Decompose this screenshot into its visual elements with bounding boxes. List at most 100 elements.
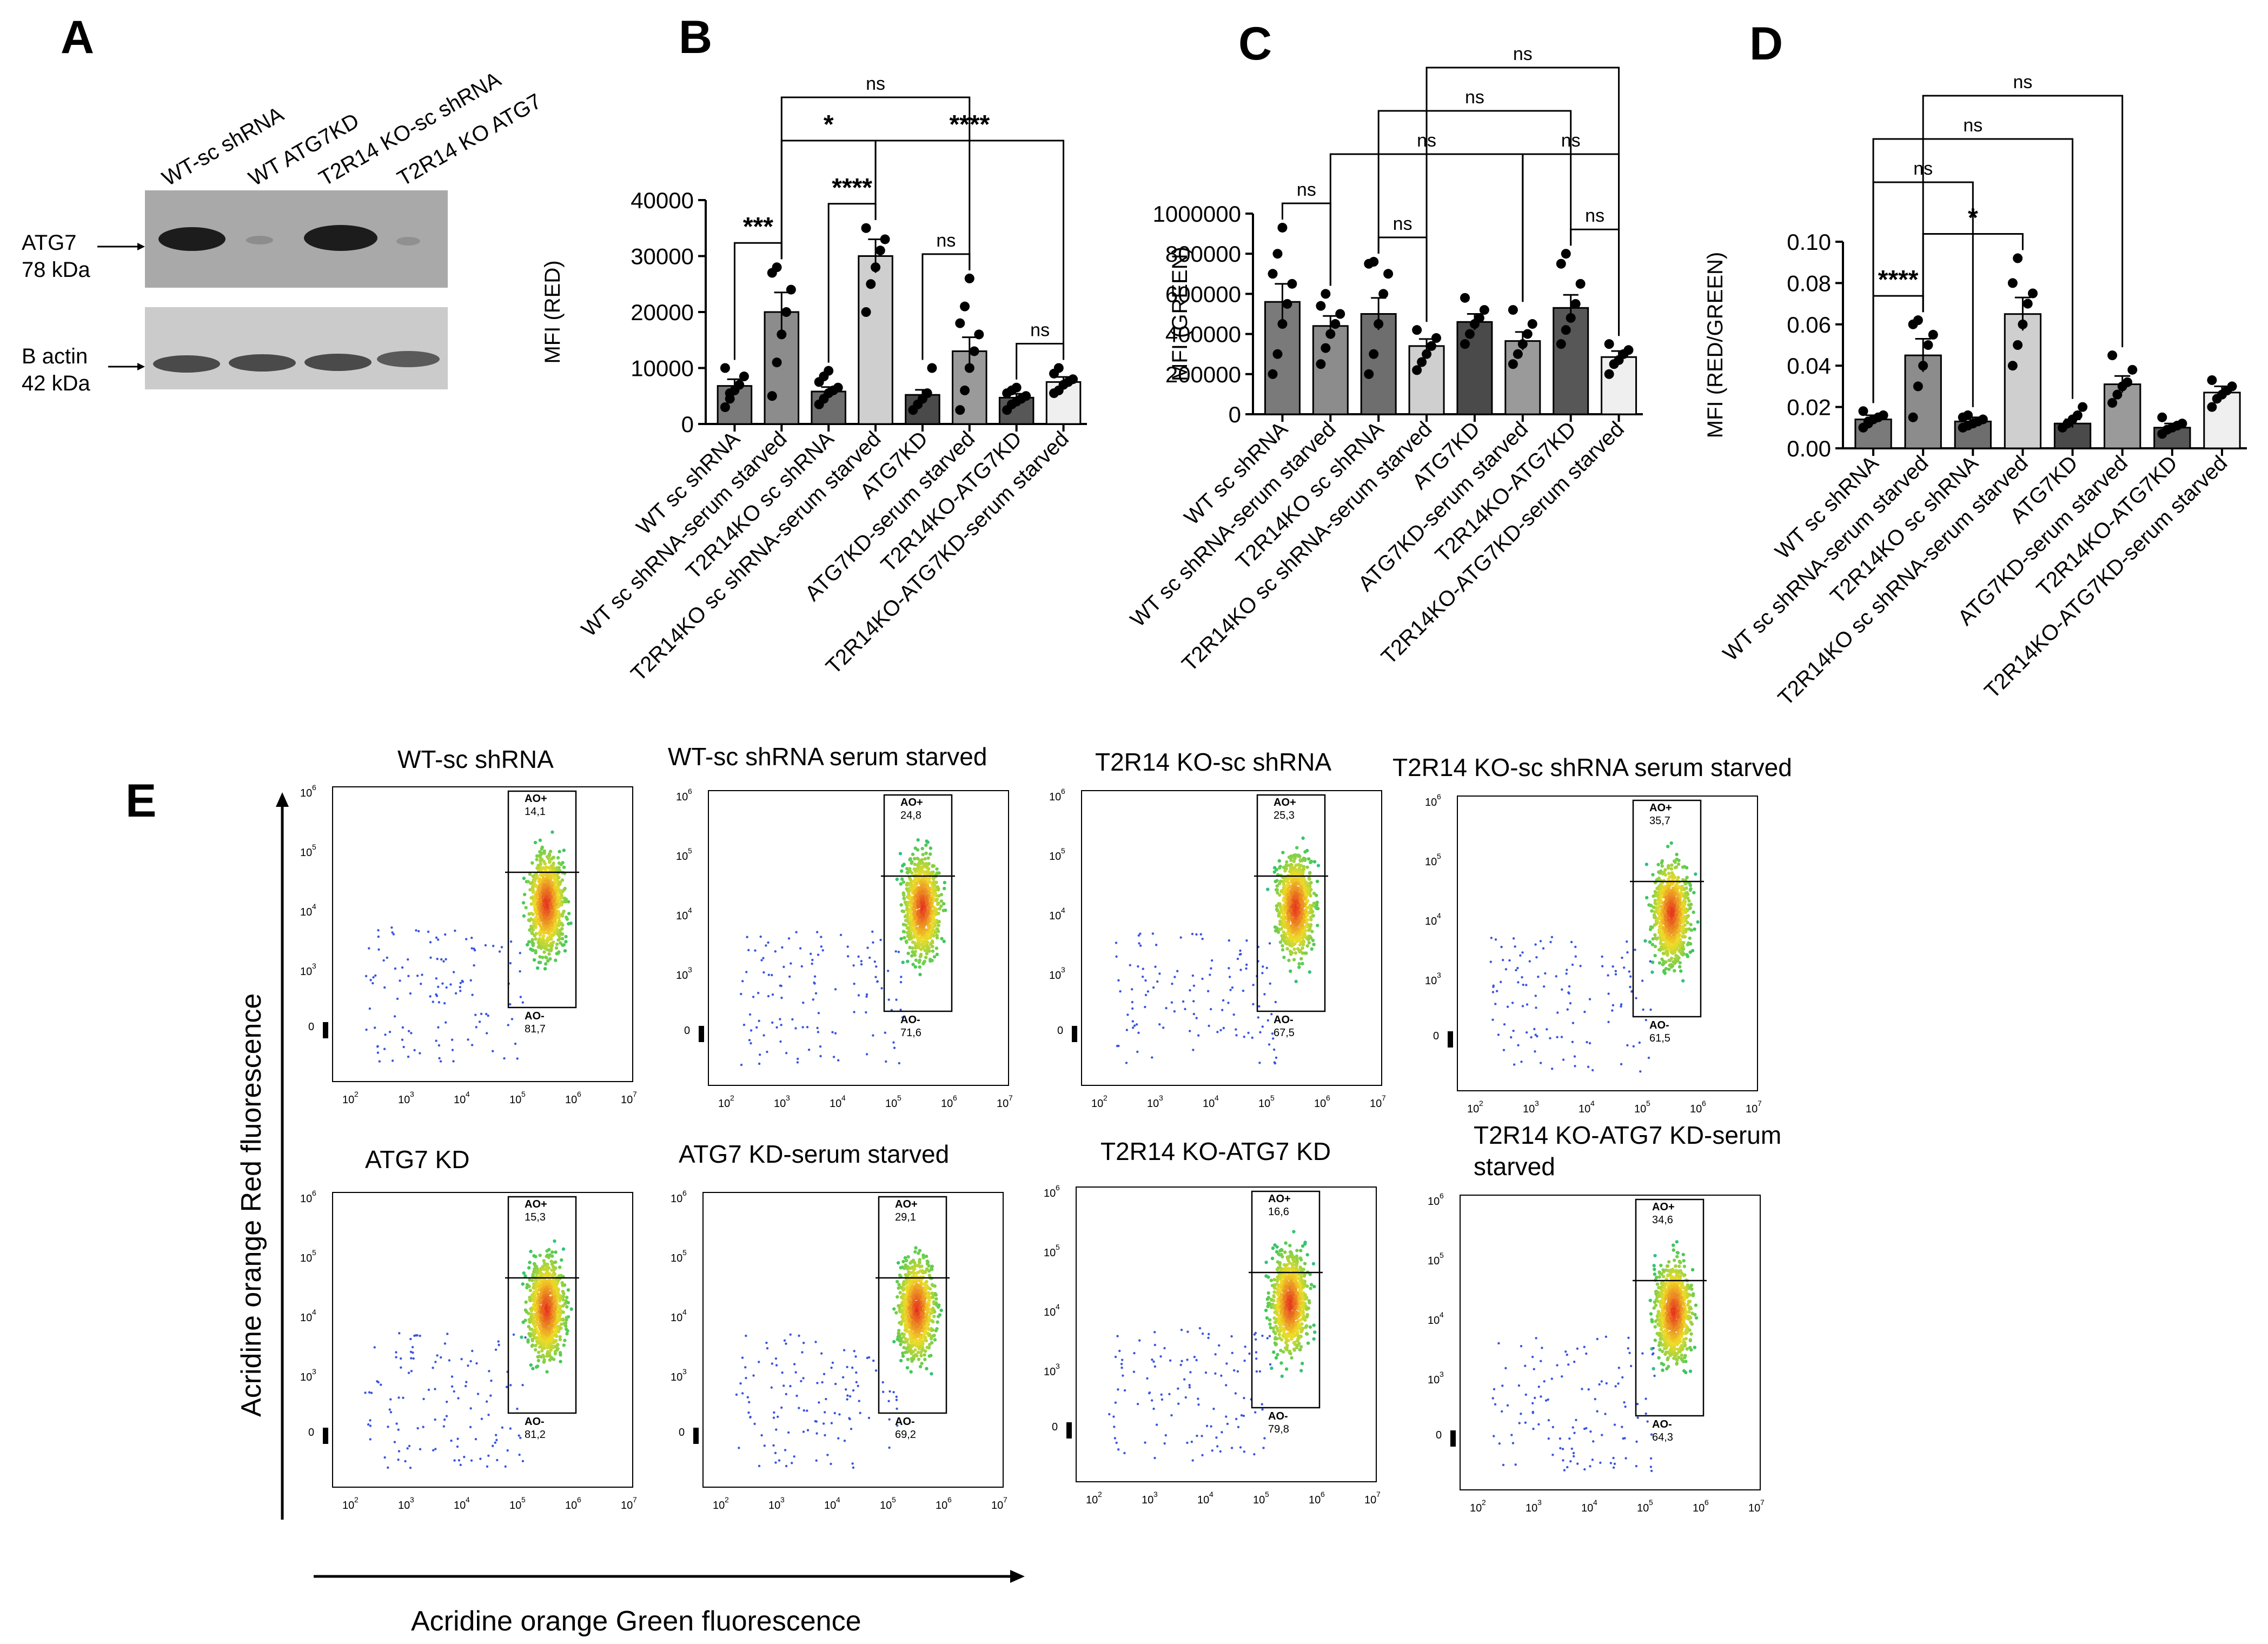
flow-event-dot [467,1038,469,1041]
flow-event-dot [1228,976,1231,978]
flow-event-dot [1138,942,1140,945]
flow-y-tick-label: 10 [300,906,312,918]
flow-event-dot [393,1015,396,1018]
flow-event-dot [1566,1008,1569,1011]
data-point [1268,369,1278,379]
flow-event-dot [1137,1031,1140,1035]
flow-event-dot [547,857,551,860]
flow-event-dot [546,873,551,878]
flow-event-dot [937,871,941,875]
flow-event-dot [553,917,557,920]
flow-event-dot [774,950,777,953]
flow-event-dot [934,908,938,912]
flow-event-dot [1238,953,1242,956]
flow-event-dot [539,878,542,881]
flow-y-tick-exponent: 3 [1437,971,1441,979]
flow-event-dot [1667,918,1671,922]
flow-plot-title: WT-sc shRNA [397,745,554,773]
flow-event-dot [924,890,928,894]
data-point [1431,333,1441,343]
y-tick-label: 0.06 [1787,312,1831,337]
flow-event-dot [1135,1023,1138,1026]
significance-label: ns [936,230,956,251]
y-tick-label: 0 [681,412,694,437]
flow-event-dot [771,993,774,996]
flow-event-dot [1312,901,1316,905]
flow-event-dot [1310,911,1314,914]
data-point [1021,391,1031,401]
flow-event-dot [541,906,545,910]
flow-event-dot [1555,975,1557,978]
flow-event-dot [1635,997,1637,999]
blot-band [377,351,440,367]
flow-event-dot [1302,914,1306,918]
flow-event-dot [373,1026,376,1029]
flow-event-dot [450,1038,454,1041]
flow-event-dot [392,933,395,936]
flow-event-dot [934,912,938,916]
flow-event-dot [907,892,911,897]
data-point [2072,410,2083,420]
flow-event-dot [908,870,912,873]
flow-event-dot [1667,907,1670,911]
flow-event-dot [935,952,939,957]
flow-event-dot [771,973,773,977]
flow-event-dot [1151,1056,1153,1059]
flow-y-tick-zero: 0 [1057,1025,1063,1037]
flow-event-dot [1282,925,1286,929]
blot-band-label: ATG7 [22,231,77,255]
flow-event-dot [937,920,941,924]
flow-event-dot [941,909,945,912]
x-tick-label: WT sc shRNA-serum starved [577,427,792,641]
flow-x-tick-exponent: 6 [577,1495,581,1504]
flow-event-dot [1129,964,1132,966]
flow-event-dot [1131,1020,1135,1023]
flow-event-dot [1299,957,1303,961]
flow-event-dot [879,938,882,942]
blot-band [304,354,372,371]
flow-event-dot [1539,940,1542,943]
flow-event-dot [1139,944,1142,947]
flow-event-dot [429,941,432,944]
blot-band [158,227,226,251]
flow-event-dot [435,936,438,939]
flow-event-dot [1307,941,1311,945]
flow-y-tick-label: 10 [1425,975,1437,987]
data-point [1508,359,1518,369]
flow-event-dot [924,851,928,855]
flow-event-dot [1682,935,1686,939]
flow-axis-marker [323,1428,328,1444]
flow-event-dot [1660,859,1664,863]
flow-gate-label-ao-minus: AO- [525,1010,545,1022]
flow-event-dot [909,887,913,891]
flow-event-dot [1644,1018,1648,1022]
data-point [1858,406,1868,416]
flow-event-dot [1670,939,1674,943]
data-point [964,273,974,283]
flow-event-dot [1137,965,1139,968]
flow-event-dot [760,959,763,962]
flow-event-dot [1588,998,1591,1000]
flow-event-dot [1221,1009,1224,1011]
flow-event-dot [1162,1026,1165,1029]
y-tick-label: 40000 [631,188,694,213]
flow-event-dot [1664,922,1668,926]
flow-event-dot [912,884,917,888]
significance-label: ns [1585,205,1604,226]
flow-x-tick-label: 10 [565,1094,577,1106]
flow-event-dot [558,1265,562,1269]
flow-event-dot [1279,927,1283,931]
flow-event-dot [1305,899,1310,903]
flow-event-dot [1295,889,1299,892]
flow-event-dot [1674,865,1679,869]
flow-event-dot [757,991,760,995]
flow-event-dot [917,942,920,945]
flow-event-dot [1574,955,1577,958]
flow-gate-value-ao-minus: 61,5 [1649,1032,1670,1044]
flow-event-dot [564,940,568,944]
flow-event-dot [911,922,915,926]
flow-event-dot [1687,899,1691,903]
flow-event-dot [930,894,934,898]
bar [1312,325,1349,415]
flow-event-dot [926,932,930,937]
